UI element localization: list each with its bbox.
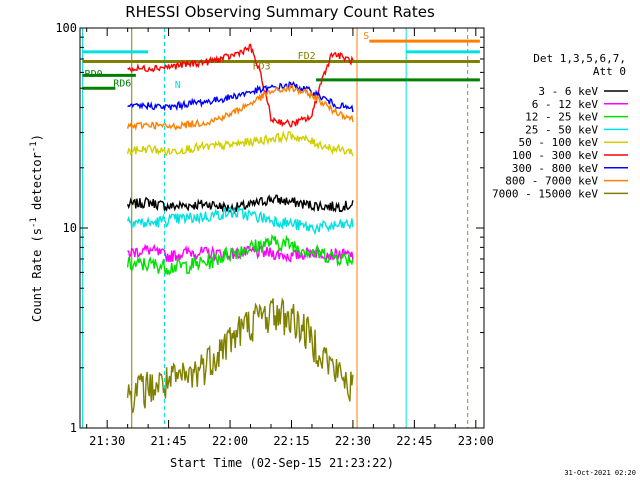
series-line (126, 297, 354, 413)
plot-series (126, 43, 354, 413)
legend-label: 6 - 12 keV (532, 98, 599, 111)
series-line (126, 83, 354, 132)
legend-label: 300 - 800 keV (512, 162, 598, 175)
series-line (126, 233, 354, 276)
y-tick-label: 1 (70, 421, 77, 435)
y-tick-label: 100 (55, 21, 77, 35)
series-line (126, 130, 354, 157)
x-tick-label: 21:45 (151, 434, 187, 448)
legend-header-detectors: Det 1,3,5,6,7, (533, 52, 626, 65)
legend-label: 3 - 6 keV (538, 85, 598, 98)
x-axis-label: Start Time (02-Sep-15 21:23:22) (170, 456, 394, 470)
timestamp: 31-Oct-2021 02:20 (564, 469, 636, 477)
legend-label: 12 - 25 keV (525, 111, 598, 124)
series-line (126, 194, 354, 214)
legend-label: 50 - 100 keV (519, 136, 599, 149)
legend-label: 7000 - 15000 keV (492, 187, 598, 200)
rd0-label: RD0 (85, 69, 103, 80)
y-axis: 1 10 100 (55, 21, 484, 435)
legend-label: 800 - 7000 keV (505, 175, 598, 188)
fd2-label: FD2 (298, 51, 316, 62)
series-line (126, 206, 354, 236)
chart-title: RHESSI Observing Summary Count Rates (125, 3, 435, 21)
y-tick-label: 10 (63, 221, 77, 235)
x-tick-label: 22:00 (212, 434, 248, 448)
y-axis-label: Count Rate (s-1 detector-1) (29, 134, 44, 322)
legend-header-attenuator: Att 0 (593, 65, 626, 78)
x-tick-label: 22:15 (273, 434, 309, 448)
legend-label: 25 - 50 keV (525, 123, 598, 136)
instrument-flags: N S RD0 RD6 FD2 FD3 (82, 28, 480, 428)
x-tick-label: 22:30 (335, 434, 371, 448)
x-tick-label: 21:30 (89, 434, 125, 448)
night-label: N (175, 80, 181, 91)
x-tick-label: 22:45 (396, 434, 432, 448)
series-line (127, 43, 354, 128)
saa-label: S (363, 31, 369, 42)
rd6-label: RD6 (113, 78, 131, 89)
x-tick-label: 23:00 (458, 434, 494, 448)
fd3-label: FD3 (253, 62, 271, 73)
x-axis: 21:30 21:45 22:00 22:15 22:30 22:45 23:00 (86, 28, 494, 448)
legend-label: 100 - 300 keV (512, 149, 598, 162)
